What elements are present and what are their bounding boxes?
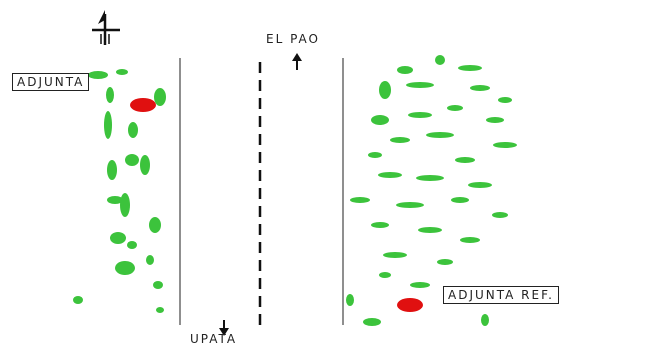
el-pao-label: EL PAO: [266, 32, 320, 46]
adjunta-marker: [130, 98, 156, 112]
adjunta-ref-marker: [397, 298, 423, 312]
adjunta-label: ADJUNTA: [12, 73, 90, 91]
north-arrow-icon: [92, 10, 120, 45]
upata-label: UPATA: [190, 332, 238, 346]
adjunta-ref-label: ADJUNTA REF.: [443, 286, 559, 304]
down-arrow-icon: [219, 320, 229, 336]
up-arrow-icon: [292, 53, 302, 70]
vegetation-right: [346, 55, 517, 326]
vegetation-left: [73, 69, 166, 313]
